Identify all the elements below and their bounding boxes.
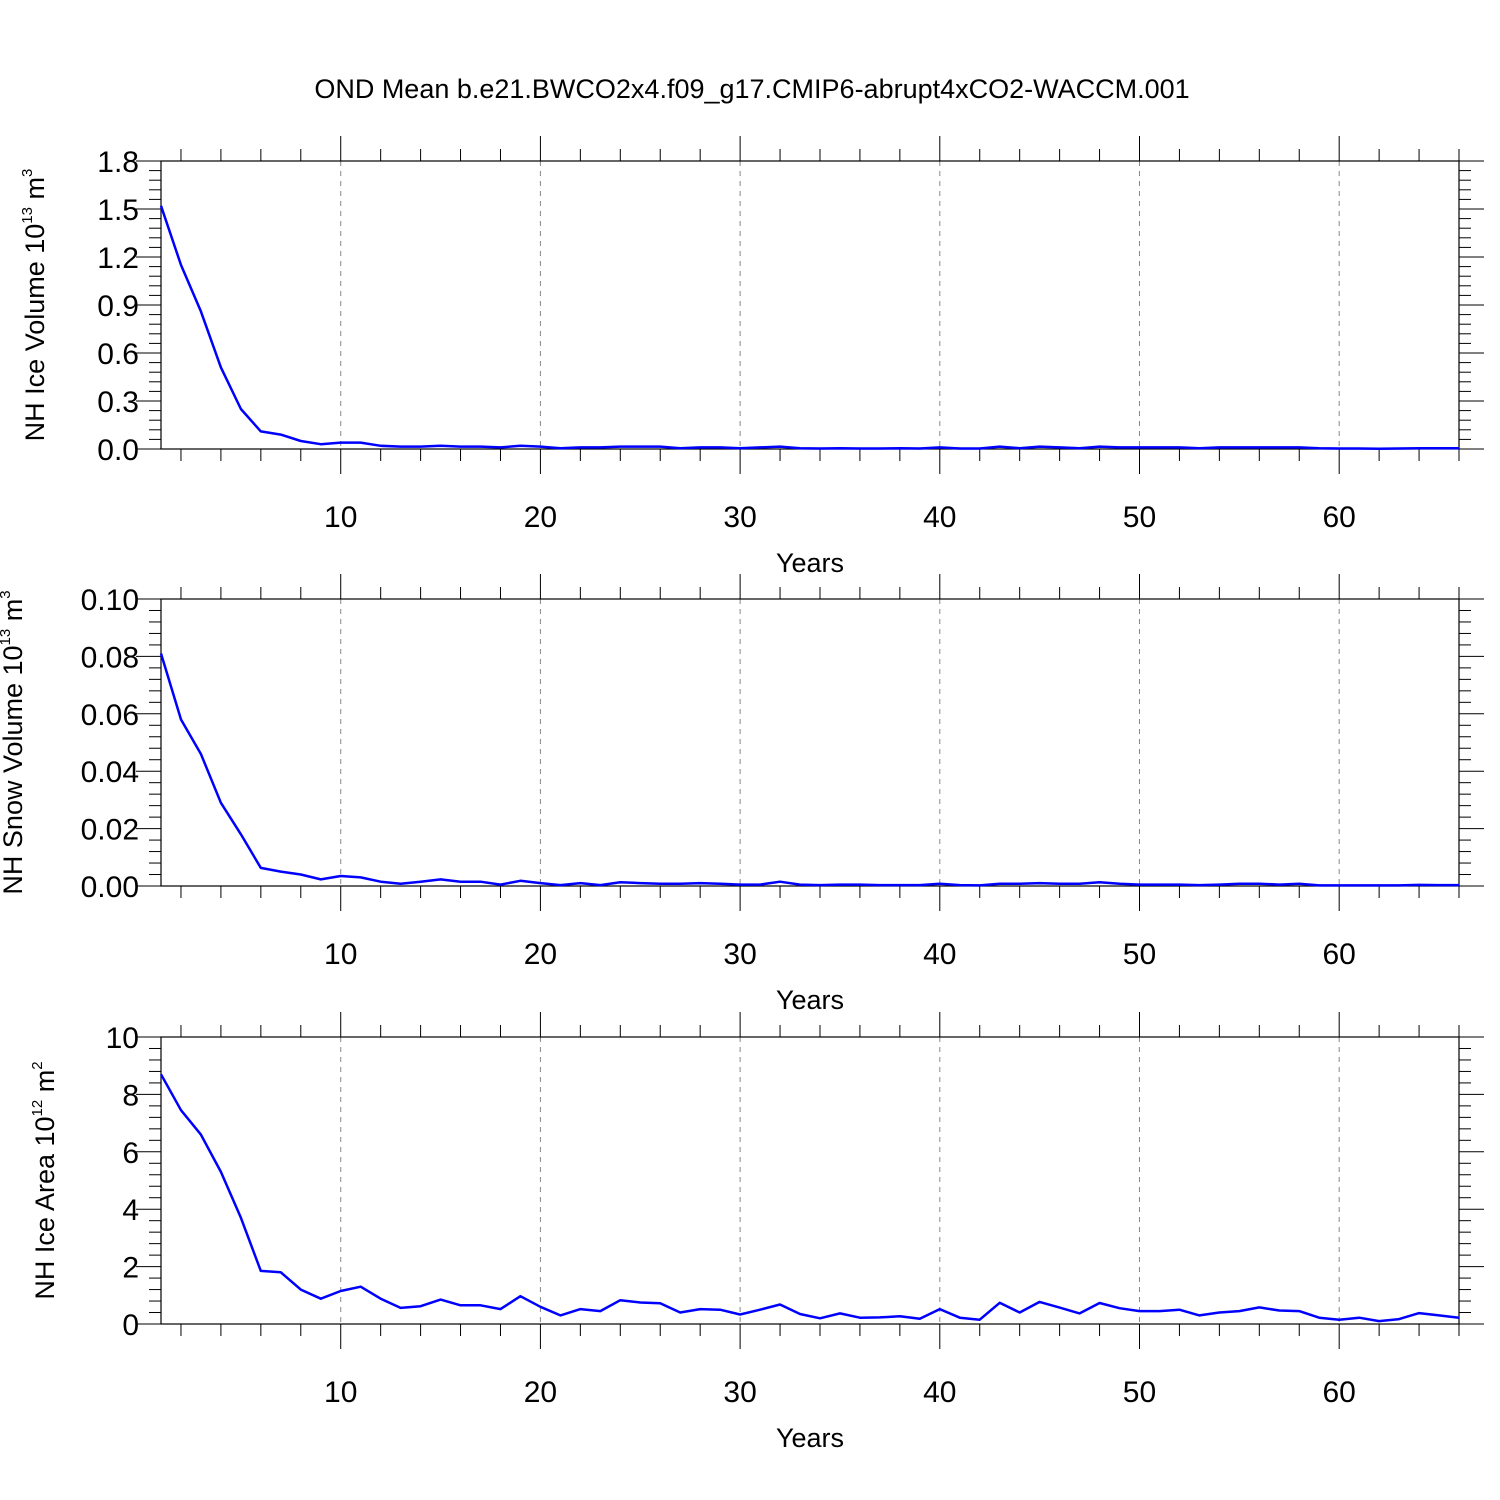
x-axis-label: Years xyxy=(776,1423,844,1453)
y-axis-label-exponent: 13 xyxy=(0,629,14,646)
x-tick-label: 50 xyxy=(1123,1376,1156,1409)
plot-frame xyxy=(160,598,1460,887)
y-tick-label: 0 xyxy=(122,1309,139,1342)
y-tick-label: 0.06 xyxy=(81,699,139,732)
x-tick-label: 50 xyxy=(1123,501,1156,534)
y-axis-label: NH Snow Volume 1013 m3 xyxy=(0,590,28,894)
x-axis-label: Years xyxy=(776,985,844,1015)
y-tick-label: 8 xyxy=(122,1079,139,1112)
series-line xyxy=(159,1073,1460,1323)
series-line xyxy=(159,205,1459,450)
y-tick-label: 6 xyxy=(122,1137,139,1170)
y-tick-label: 0.3 xyxy=(97,386,139,419)
x-tick-label: 20 xyxy=(524,1376,557,1409)
y-tick-label: 1.8 xyxy=(97,146,139,179)
y-tick-label: 0.02 xyxy=(81,814,139,847)
y-axis-label-exponent: 13 xyxy=(19,207,36,224)
y-tick-label: 0.10 xyxy=(81,584,139,617)
y-axis-label-unit-exponent: 2 xyxy=(29,1061,46,1069)
y-tick-label: 0.9 xyxy=(97,290,139,323)
x-tick-label: 60 xyxy=(1322,501,1355,534)
x-tick-label: 10 xyxy=(324,1376,357,1409)
y-tick-label: 4 xyxy=(122,1194,139,1227)
y-tick-label: 0.6 xyxy=(97,338,139,371)
y-tick-label: 0.0 xyxy=(97,434,139,467)
x-axis-label: Years xyxy=(776,548,844,578)
y-axis-label-unit-exponent: 3 xyxy=(0,590,14,598)
y-axis-label-text: NH Ice Volume 10 xyxy=(20,224,50,442)
y-axis-label-exponent: 12 xyxy=(29,1100,46,1117)
y-axis-label-text: NH Snow Volume 10 xyxy=(0,645,28,894)
y-tick-label: 10 xyxy=(106,1022,139,1055)
x-tick-label: 30 xyxy=(723,1376,756,1409)
x-tick-label: 20 xyxy=(524,938,557,971)
y-axis-label-unit-exponent: 3 xyxy=(19,169,36,177)
y-tick-label: 0.08 xyxy=(81,641,139,674)
x-tick-label: 10 xyxy=(324,938,357,971)
x-tick-label: 50 xyxy=(1123,938,1156,971)
panel-snow-volume: 10 20 30 40 50 60 0.00 0.02 0.04 0.06 0.08 0.10 Year… xyxy=(0,574,1484,1015)
y-axis-label-text: NH Ice Area 10 xyxy=(30,1116,60,1299)
figure-title: OND Mean b.e21.BWCO2x4.f09_g17.CMIP6-abr… xyxy=(314,74,1189,104)
series-line xyxy=(159,653,1459,887)
x-tick-label: 40 xyxy=(923,938,956,971)
y-axis-label: NH Ice Area 1012 m2 xyxy=(29,1061,60,1299)
x-tick-label: 30 xyxy=(723,501,756,534)
y-axis-label: NH Ice Volume 1013 m3 xyxy=(19,169,50,442)
panel-ice-area: 10 20 30 40 50 60 0 2 4 6 8 10 Years NH Ice Area 1012… xyxy=(29,1012,1484,1453)
y-tick-label: 0.04 xyxy=(81,756,139,789)
x-tick-label: 40 xyxy=(923,1376,956,1409)
panel-ice-volume: 10 20 30 40 50 60 0.0 0.3 0.6 0.9 1.2 1.5 1.8 Years NH… xyxy=(19,136,1484,578)
y-tick-label: 0.00 xyxy=(81,871,139,904)
y-tick-label: 1.5 xyxy=(97,194,139,227)
plot-frame xyxy=(160,1036,1460,1325)
y-tick-label: 1.2 xyxy=(97,242,139,275)
x-tick-label: 10 xyxy=(324,501,357,534)
x-tick-label: 30 xyxy=(723,938,756,971)
x-tick-label: 60 xyxy=(1322,938,1355,971)
x-tick-label: 40 xyxy=(923,501,956,534)
x-tick-label: 20 xyxy=(524,501,557,534)
y-tick-label: 2 xyxy=(122,1252,139,1285)
y-axis-label-unit: m xyxy=(0,599,28,629)
y-axis-label-unit: m xyxy=(20,177,50,207)
y-axis-label-unit: m xyxy=(30,1070,60,1100)
x-tick-label: 60 xyxy=(1322,1376,1355,1409)
plot-frame xyxy=(160,160,1460,450)
